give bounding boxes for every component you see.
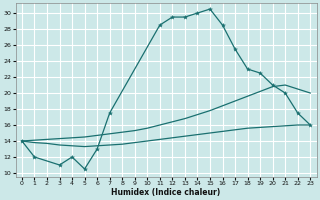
X-axis label: Humidex (Indice chaleur): Humidex (Indice chaleur) (111, 188, 221, 197)
